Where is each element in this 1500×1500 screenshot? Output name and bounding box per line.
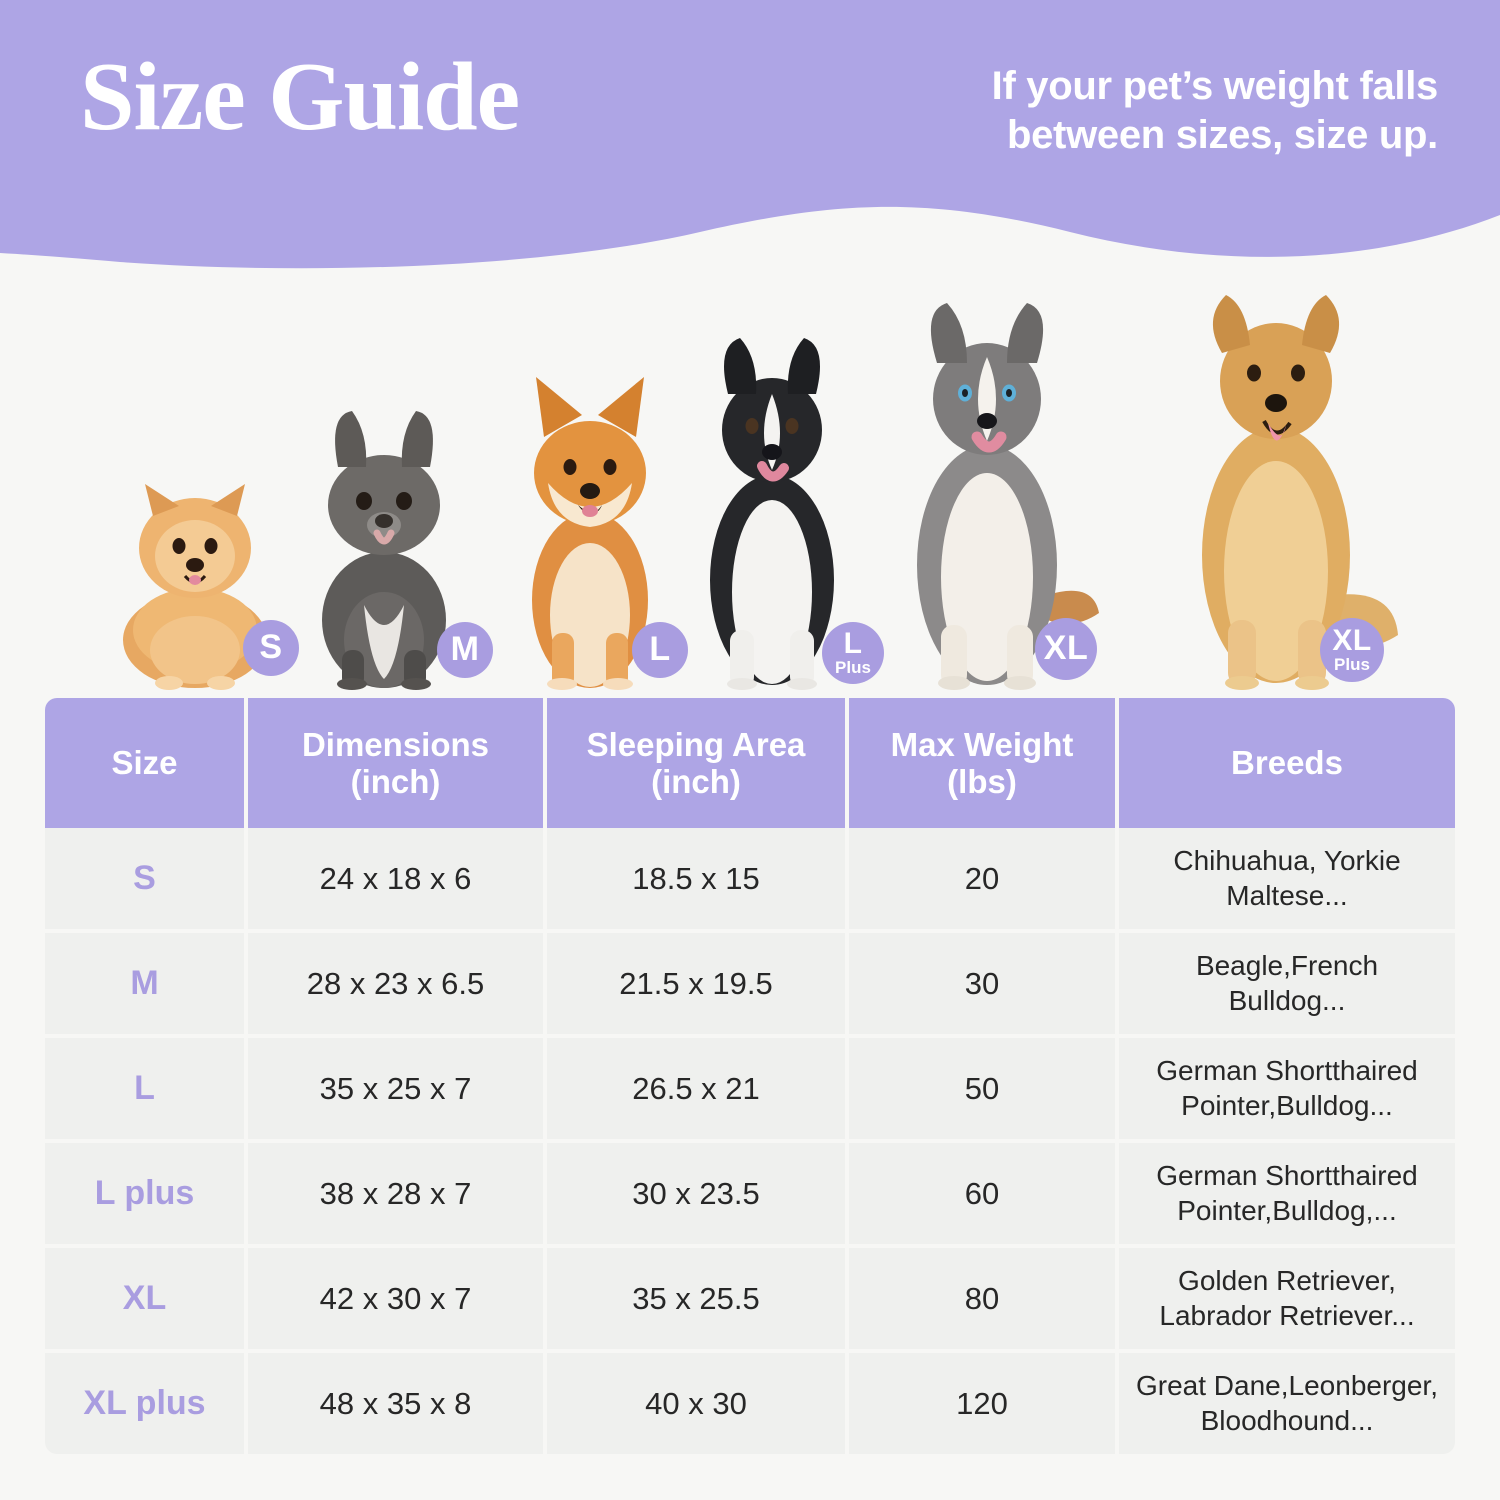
- size-badge-s: S: [243, 620, 299, 676]
- cell-dimensions: 35 x 25 x 7: [248, 1038, 543, 1139]
- column-header-breeds: Breeds: [1119, 698, 1455, 828]
- column-header-dimensions-unit: (inch): [350, 763, 441, 800]
- cell-dimensions: 38 x 28 x 7: [248, 1143, 543, 1244]
- table-header-row: Size Dimensions (inch) Sleeping Area (in…: [45, 698, 1455, 828]
- column-header-breeds-label: Breeds: [1231, 744, 1343, 782]
- column-header-sleeping-unit: (inch): [651, 763, 741, 800]
- badge-label-main: XL: [1043, 629, 1089, 668]
- size-badge-xl-plus: XL Plus: [1320, 618, 1384, 682]
- cell-size: XL: [45, 1248, 244, 1349]
- column-header-dimensions-label: Dimensions: [301, 725, 490, 763]
- badge-label-main: L: [843, 627, 863, 661]
- cell-breeds: German Shortthaired Pointer,Bulldog...: [1119, 1038, 1455, 1139]
- table-row: S 24 x 18 x 6 18.5 x 15 20 Chihuahua, Yo…: [45, 828, 1455, 929]
- dog-illustration-m: M: [282, 405, 493, 690]
- cell-sleeping-area: 18.5 x 15: [547, 828, 845, 929]
- header-wave-shape: [0, 0, 1500, 269]
- cell-max-weight: 30: [849, 933, 1115, 1034]
- cell-dimensions: 48 x 35 x 8: [248, 1353, 543, 1454]
- cell-breeds: German Shortthaired Pointer,Bulldog,...: [1119, 1143, 1455, 1244]
- cell-breeds: Beagle,French Bulldog...: [1119, 933, 1455, 1034]
- dog-illustration-l: L: [490, 365, 690, 690]
- cell-size: M: [45, 933, 244, 1034]
- size-badge-l-plus: L Plus: [822, 622, 884, 684]
- cell-breeds: Golden Retriever, Labrador Retriever...: [1119, 1248, 1455, 1349]
- cell-breeds: Great Dane,Leonberger, Bloodhound...: [1119, 1353, 1455, 1454]
- column-header-sleeping-area: Sleeping Area (inch): [547, 698, 845, 828]
- badge-label-main: S: [259, 628, 283, 667]
- pomeranian-icon: [123, 484, 267, 690]
- cell-max-weight: 60: [849, 1143, 1115, 1244]
- cell-size: XL plus: [45, 1353, 244, 1454]
- column-header-size-label: Size: [111, 744, 178, 782]
- badge-label-main: XL: [1332, 624, 1372, 658]
- column-header-max-weight: Max Weight (lbs): [849, 698, 1115, 828]
- cell-breeds: Chihuahua, Yorkie Maltese...: [1119, 828, 1455, 929]
- table-row: XL 42 x 30 x 7 35 x 25.5 80 Golden Retri…: [45, 1248, 1455, 1349]
- page-title: Size Guide: [80, 43, 520, 151]
- cell-sleeping-area: 35 x 25.5: [547, 1248, 845, 1349]
- dog-size-comparison-row: S M: [0, 270, 1500, 690]
- table-row: M 28 x 23 x 6.5 21.5 x 19.5 30 Beagle,Fr…: [45, 933, 1455, 1034]
- size-chart-table: Size Dimensions (inch) Sleeping Area (in…: [45, 698, 1455, 1454]
- badge-label-sub: Plus: [835, 657, 871, 677]
- table-row: L plus 38 x 28 x 7 30 x 23.5 60 German S…: [45, 1143, 1455, 1244]
- page-header: Size Guide If your pet’s weight falls be…: [0, 0, 1500, 290]
- table-row: L 35 x 25 x 7 26.5 x 21 50 German Shortt…: [45, 1038, 1455, 1139]
- cell-size: L plus: [45, 1143, 244, 1244]
- golden-retriever-icon: [1202, 295, 1398, 690]
- subtitle-line-2: between sizes, size up.: [1006, 112, 1438, 157]
- cell-dimensions: 42 x 30 x 7: [248, 1248, 543, 1349]
- cell-size: L: [45, 1038, 244, 1139]
- size-badge-xl: XL: [1035, 618, 1097, 680]
- cell-size: S: [45, 828, 244, 929]
- cell-max-weight: 120: [849, 1353, 1115, 1454]
- column-header-sleeping-label: Sleeping Area: [586, 725, 806, 763]
- dog-illustration-xl: XL: [875, 295, 1105, 690]
- cell-max-weight: 80: [849, 1248, 1115, 1349]
- column-header-weight-label: Max Weight: [890, 725, 1074, 763]
- cell-dimensions: 28 x 23 x 6.5: [248, 933, 543, 1034]
- size-badge-m: M: [437, 622, 493, 678]
- badge-label-main: M: [450, 630, 480, 669]
- subtitle-line-1: If your pet’s weight falls: [991, 64, 1439, 108]
- dog-illustration-xl-plus: XL Plus: [1160, 275, 1405, 690]
- cell-dimensions: 24 x 18 x 6: [248, 828, 543, 929]
- column-header-size: Size: [45, 698, 244, 828]
- cell-sleeping-area: 40 x 30: [547, 1353, 845, 1454]
- column-header-dimensions: Dimensions (inch): [248, 698, 543, 828]
- header-subtitle: If your pet’s weight falls between sizes…: [918, 62, 1439, 160]
- table-row: XL plus 48 x 35 x 8 40 x 30 120 Great Da…: [45, 1353, 1455, 1454]
- shiba-inu-icon: [532, 377, 648, 690]
- column-header-weight-unit: (lbs): [947, 763, 1017, 800]
- cell-max-weight: 20: [849, 828, 1115, 929]
- australian-shepherd-icon: [917, 303, 1099, 690]
- badge-label-sub: Plus: [1334, 654, 1370, 674]
- french-bulldog-icon: [322, 411, 446, 690]
- dog-illustration-l-plus: L Plus: [672, 330, 884, 690]
- cell-sleeping-area: 30 x 23.5: [547, 1143, 845, 1244]
- cell-sleeping-area: 21.5 x 19.5: [547, 933, 845, 1034]
- dog-illustration-s: S: [95, 480, 299, 690]
- border-collie-icon: [710, 338, 834, 690]
- badge-label-main: L: [649, 630, 671, 669]
- cell-max-weight: 50: [849, 1038, 1115, 1139]
- table-body: S 24 x 18 x 6 18.5 x 15 20 Chihuahua, Yo…: [45, 828, 1455, 1454]
- size-badge-l: L: [632, 622, 688, 678]
- cell-sleeping-area: 26.5 x 21: [547, 1038, 845, 1139]
